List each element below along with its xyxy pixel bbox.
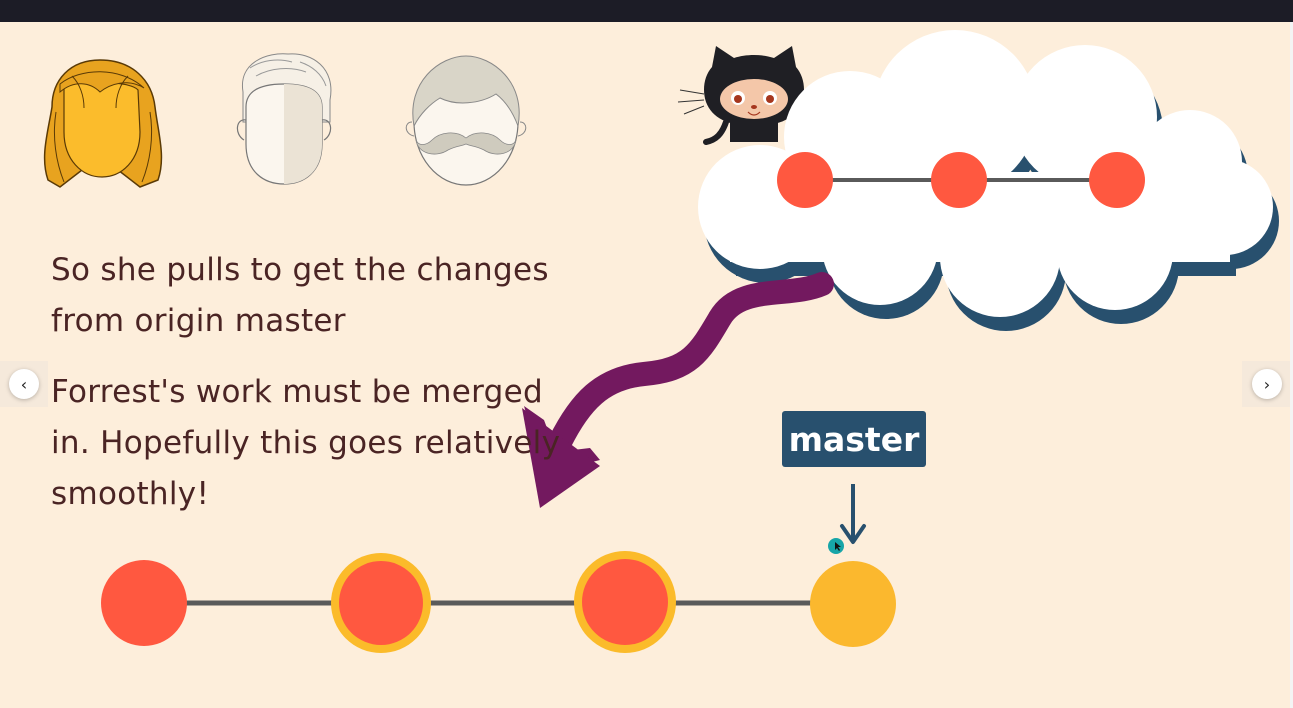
slide-text-secondary: Forrest's work must be merged in. Hopefu… xyxy=(51,374,561,512)
slide-artwork xyxy=(43,30,1279,653)
slide-text-primary: So she pulls to get the changes from ori… xyxy=(51,252,549,339)
new-commit xyxy=(810,561,896,647)
local-commit xyxy=(101,560,187,646)
local-history xyxy=(101,551,896,653)
pull-arrow-icon xyxy=(522,272,834,508)
remote-commit xyxy=(931,152,987,208)
master-branch-label: master xyxy=(782,411,926,467)
remote-commit xyxy=(777,152,833,208)
mustache-face-icon xyxy=(405,55,527,186)
octocat-icon xyxy=(677,46,804,145)
woman-face-icon xyxy=(43,59,163,188)
local-commit xyxy=(339,561,423,645)
previous-slide-button[interactable]: ‹ xyxy=(9,369,39,399)
remote-commit xyxy=(1089,152,1145,208)
right-edge xyxy=(1290,22,1293,708)
down-arrow-icon xyxy=(840,484,866,544)
man-face-icon xyxy=(236,53,332,185)
next-slide-button[interactable]: › xyxy=(1252,369,1282,399)
local-commit xyxy=(582,559,668,645)
remote-history xyxy=(777,152,1145,208)
slide: So she pulls to get the changes from ori… xyxy=(0,22,1290,708)
top-bar xyxy=(0,0,1293,22)
cursor-icon xyxy=(828,538,844,554)
